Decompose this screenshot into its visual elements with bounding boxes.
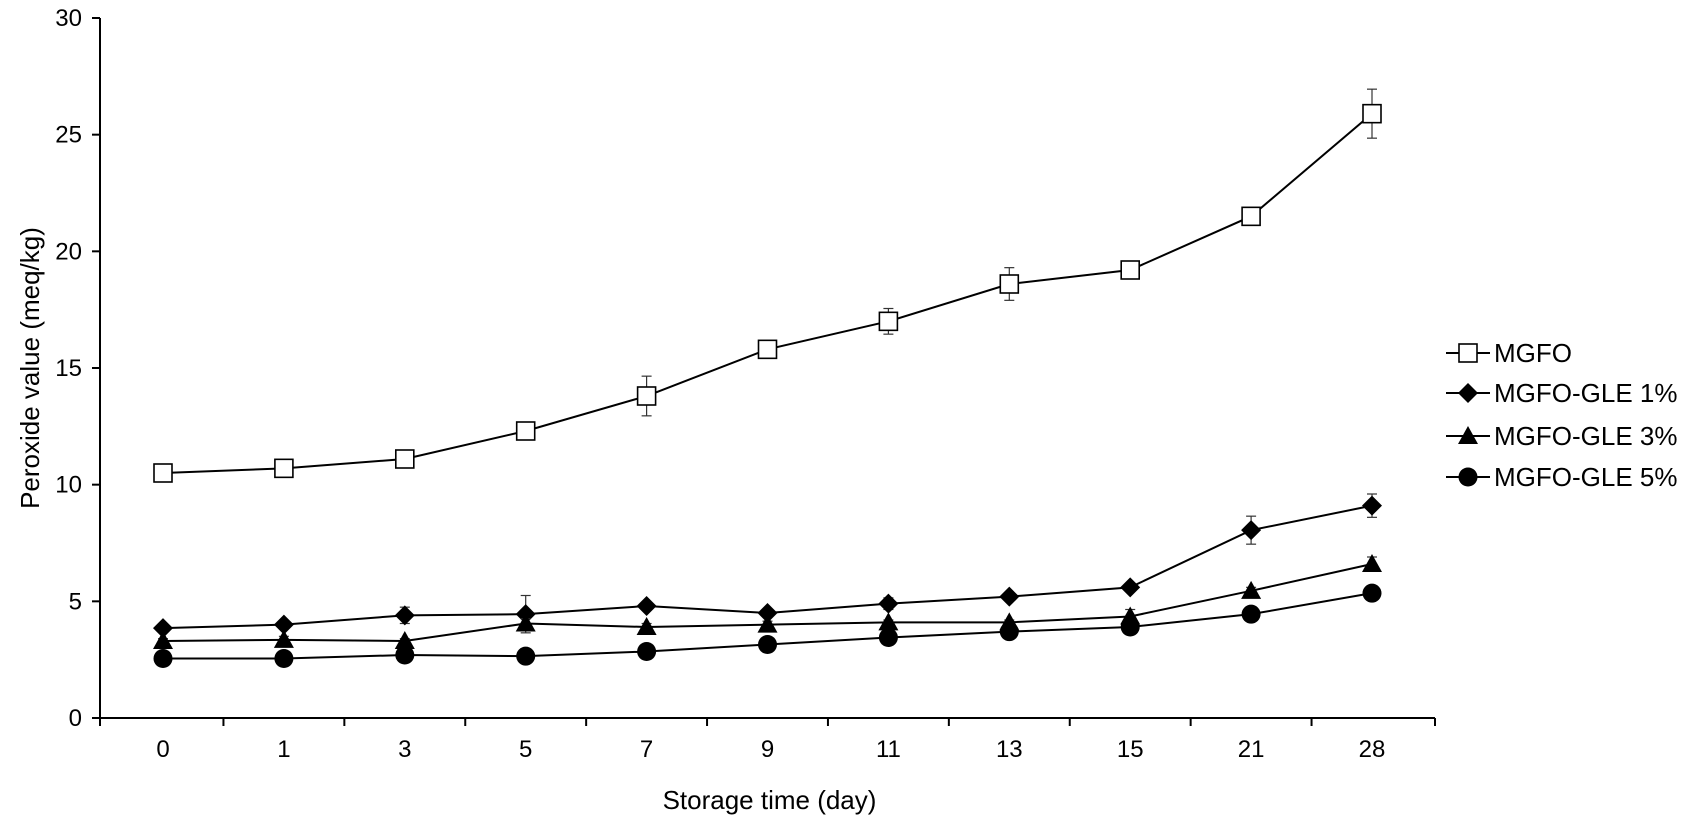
data-point — [273, 614, 294, 635]
y-tick-label: 5 — [69, 588, 82, 615]
data-point — [636, 596, 657, 616]
data-point — [153, 618, 173, 639]
legend-item-1: MGFO-GLE 1% — [1446, 378, 1677, 408]
x-tick-label: 0 — [156, 736, 169, 763]
y-tick-label: 15 — [55, 355, 82, 382]
x-axis-title: Storage time (day) — [663, 785, 877, 815]
y-tick-label: 10 — [55, 472, 82, 499]
y-tick-label: 25 — [55, 122, 82, 149]
data-point — [153, 631, 173, 649]
data-point — [1120, 617, 1140, 637]
series-2 — [153, 554, 1382, 649]
data-point — [515, 421, 536, 441]
data-point — [758, 635, 777, 654]
y-tick-label: 20 — [55, 238, 82, 265]
x-tick-label: 15 — [1117, 736, 1144, 763]
data-point — [274, 649, 294, 668]
data-point — [274, 458, 294, 479]
data-point — [516, 646, 536, 666]
series-3 — [153, 583, 1382, 668]
data-point — [1362, 103, 1382, 124]
legend: MGFO MGFO-GLE 1% MGFO-GLE 3% MGFO-GLE 5% — [1446, 338, 1677, 492]
x-tick-label: 11 — [876, 736, 901, 763]
data-point — [999, 622, 1019, 642]
y-tick-label: 0 — [69, 705, 82, 732]
data-point — [757, 603, 778, 623]
legend-label: MGFO-GLE 3% — [1494, 421, 1677, 451]
data-point — [153, 649, 173, 668]
data-point — [394, 631, 415, 649]
legend-marker — [1458, 343, 1478, 363]
data-point — [1120, 577, 1141, 598]
legend-item-3: MGFO-GLE 5% — [1446, 462, 1677, 492]
data-point — [636, 617, 657, 635]
legend-label: MGFO-GLE 5% — [1494, 462, 1677, 492]
series-layer — [153, 88, 1382, 668]
x-tick-label: 28 — [1359, 736, 1386, 763]
data-point — [1241, 206, 1261, 227]
data-point — [1362, 583, 1382, 603]
legend-label: MGFO-GLE 1% — [1494, 378, 1677, 408]
data-point — [1120, 260, 1140, 280]
legend-marker — [1458, 467, 1478, 487]
data-point — [1362, 554, 1382, 572]
x-tick-label: 9 — [761, 736, 774, 763]
data-point — [515, 613, 536, 632]
data-point — [878, 311, 899, 332]
legend-item-2: MGFO-GLE 3% — [1446, 421, 1677, 451]
x-tick-label: 5 — [519, 736, 532, 763]
data-point — [1241, 520, 1262, 541]
legend-label: MGFO — [1494, 338, 1572, 368]
y-tick-label: 30 — [55, 5, 82, 32]
series-line — [162, 112, 1373, 474]
x-tick-label: 13 — [996, 736, 1023, 763]
data-point — [1362, 495, 1382, 516]
data-point — [395, 645, 415, 665]
data-point — [1241, 604, 1261, 624]
series-1 — [153, 493, 1382, 639]
x-tick-label: 21 — [1238, 736, 1265, 763]
data-point — [636, 386, 657, 406]
data-point — [757, 614, 778, 633]
series-0 — [153, 88, 1382, 483]
data-point — [394, 449, 415, 469]
legend-marker — [1458, 383, 1478, 403]
data-point — [757, 339, 778, 360]
data-point — [999, 586, 1020, 607]
data-point — [394, 605, 415, 626]
data-point — [878, 593, 899, 614]
data-point — [878, 612, 899, 631]
data-point — [878, 628, 898, 647]
x-tick-label: 1 — [277, 736, 290, 763]
x-tick-label: 3 — [398, 736, 411, 763]
y-axis-title: Peroxide value (meq/kg) — [15, 227, 45, 509]
data-point — [1241, 580, 1262, 599]
data-point — [999, 274, 1020, 294]
legend-item-0: MGFO — [1446, 338, 1572, 368]
data-point — [273, 629, 294, 648]
legend-marker — [1458, 426, 1478, 444]
data-point — [153, 463, 173, 483]
data-point — [637, 642, 657, 661]
x-tick-label: 7 — [640, 736, 653, 763]
